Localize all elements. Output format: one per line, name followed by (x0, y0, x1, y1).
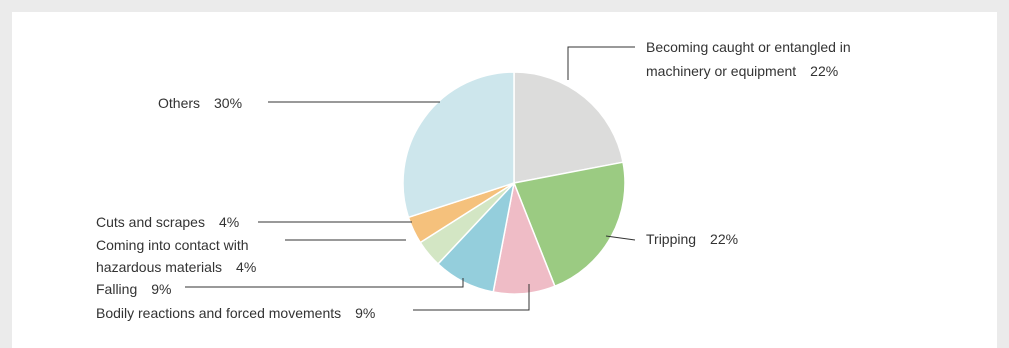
slice-label-bodily-reactions-and-forced-movements: Bodily reactions and forced movements 9% (96, 305, 375, 321)
pie-slices (402, 71, 626, 295)
slice-label-coming-into-contact-with-hazardous-materials-line-1: Coming into contact with (96, 237, 249, 253)
slice-label-becoming-caught-or-entangled-in-machinery-or-equipment-line-2: machinery or equipment 22% (646, 63, 838, 79)
slice-label-coming-into-contact-with-hazardous-materials-line-2: hazardous materials 4% (96, 259, 256, 275)
slice-label-cuts-and-scrapes: Cuts and scrapes 4% (96, 214, 239, 230)
pie-slice-becoming-caught-or-entangled-in-machinery-or-equipment (513, 71, 624, 184)
pie-slice-others (402, 71, 515, 219)
slice-labels: Becoming caught or entangled in machinery… (96, 39, 851, 321)
slice-label-falling: Falling 9% (96, 281, 171, 297)
slice-label-becoming-caught-or-entangled-in-machinery-or-equipment-line-1: Becoming caught or entangled in (646, 39, 851, 55)
slice-label-others: Others 30% (158, 95, 242, 111)
leader-line-becoming-caught-or-entangled-in-machinery-or-equipment (567, 46, 635, 80)
slice-label-tripping: Tripping 22% (646, 231, 738, 247)
leader-line-bodily-reactions-and-forced-movements (413, 284, 530, 311)
leader-lines (185, 46, 636, 311)
leader-line-falling (185, 278, 464, 288)
leader-line-tripping (605, 235, 636, 241)
